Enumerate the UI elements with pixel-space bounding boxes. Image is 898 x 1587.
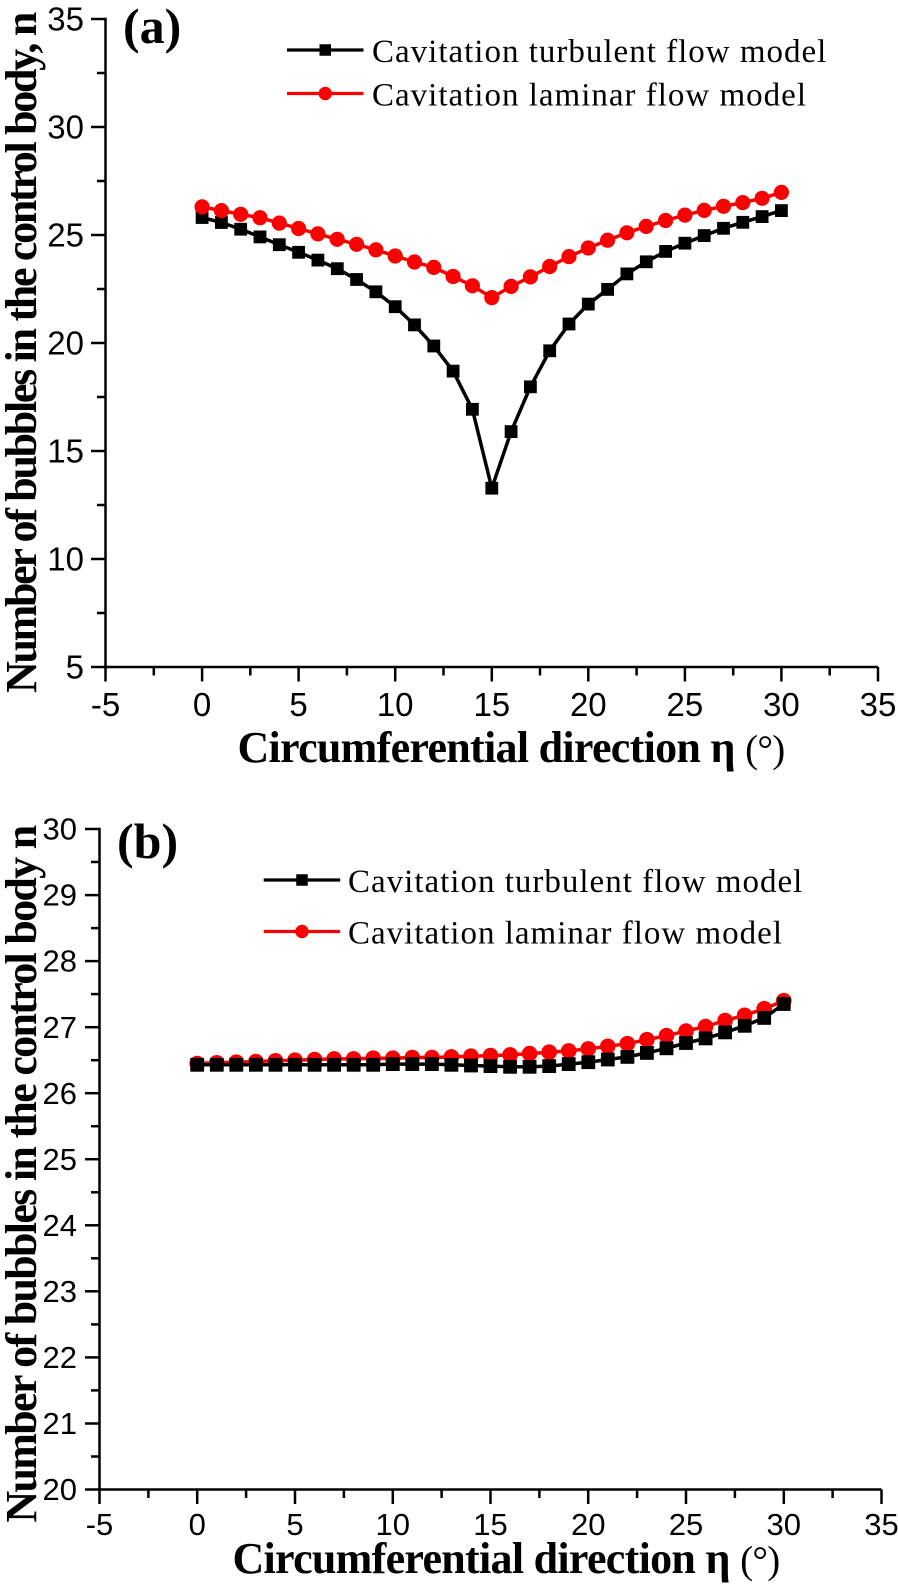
svg-text:Cavitation turbulent flow mode: Cavitation turbulent flow model [348, 864, 803, 900]
svg-text:20: 20 [570, 686, 607, 723]
svg-text:25: 25 [667, 686, 704, 723]
svg-text:20: 20 [571, 1507, 605, 1542]
svg-text:24: 24 [43, 1208, 77, 1243]
svg-text:21: 21 [43, 1406, 77, 1441]
svg-text:10: 10 [377, 686, 414, 723]
svg-text:26: 26 [43, 1076, 77, 1111]
svg-text:Cavitation laminar flow model: Cavitation laminar flow model [372, 78, 807, 114]
svg-text:27: 27 [43, 1010, 77, 1045]
svg-text:30: 30 [767, 1507, 801, 1542]
svg-text:5: 5 [66, 648, 84, 685]
svg-text:Cavitation laminar flow model: Cavitation laminar flow model [348, 916, 783, 952]
svg-text:30: 30 [763, 686, 800, 723]
svg-text:(a): (a) [123, 0, 181, 54]
svg-text:22: 22 [43, 1340, 77, 1375]
svg-text:29: 29 [43, 878, 77, 913]
svg-text:-5: -5 [86, 1507, 114, 1542]
svg-text:28: 28 [43, 944, 77, 979]
svg-text:25: 25 [669, 1507, 703, 1542]
svg-text:0: 0 [189, 1507, 206, 1542]
svg-text:Circumferential direction η (°: Circumferential direction η (°) [232, 1534, 779, 1583]
svg-text:15: 15 [473, 686, 510, 723]
svg-text:10: 10 [376, 1507, 410, 1542]
svg-text:25: 25 [43, 1142, 77, 1177]
svg-text:35: 35 [864, 1507, 898, 1542]
svg-text:-5: -5 [91, 686, 120, 723]
svg-text:20: 20 [47, 324, 84, 361]
svg-text:Number of bubbles in the contr: Number of bubbles in the control body, n [0, 12, 46, 693]
svg-text:(b): (b) [117, 813, 178, 869]
svg-text:0: 0 [193, 686, 211, 723]
svg-text:5: 5 [289, 686, 307, 723]
svg-text:25: 25 [47, 216, 84, 253]
svg-text:Circumferential direction η (°: Circumferential direction η (°) [237, 723, 784, 772]
svg-text:20: 20 [43, 1472, 77, 1507]
svg-text:Cavitation turbulent flow mode: Cavitation turbulent flow model [372, 34, 827, 70]
svg-text:15: 15 [473, 1507, 507, 1542]
svg-text:30: 30 [47, 108, 84, 145]
svg-text:35: 35 [860, 686, 897, 723]
svg-text:35: 35 [47, 0, 84, 37]
svg-text:30: 30 [43, 812, 77, 847]
svg-text:5: 5 [286, 1507, 303, 1542]
svg-text:10: 10 [47, 540, 84, 577]
svg-text:Number of bubbles in the contr: Number of bubbles in the control body n [0, 825, 46, 1522]
svg-text:23: 23 [43, 1274, 77, 1309]
svg-text:15: 15 [47, 432, 84, 469]
